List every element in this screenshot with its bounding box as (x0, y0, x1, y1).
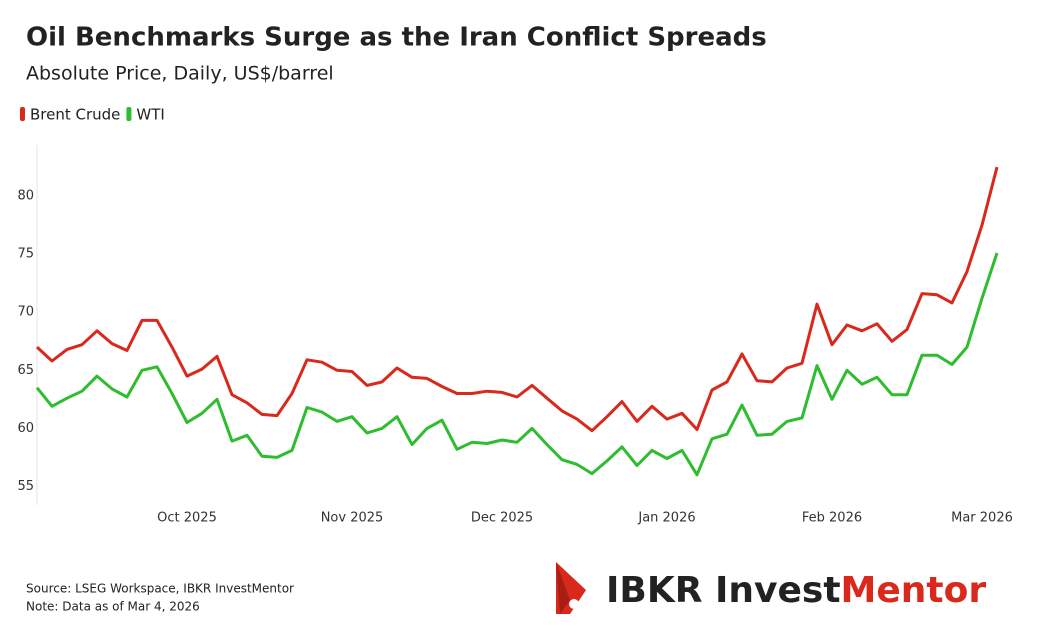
logo-icon-dot (569, 599, 579, 609)
x-tick-label: Mar 2026 (951, 511, 1013, 526)
y-tick-label: 75 (17, 247, 34, 262)
logo-text: IBKR InvestMentor (606, 570, 986, 611)
x-tick-label: Feb 2026 (802, 511, 862, 526)
x-tick-label: Nov 2025 (321, 511, 384, 526)
y-tick-label: 80 (17, 189, 34, 204)
legend-swatch (20, 107, 25, 121)
y-tick-label: 55 (17, 479, 34, 494)
source-note: Source: LSEG Workspace, IBKR InvestMento… (26, 582, 294, 596)
logo-icon-shade (556, 562, 570, 614)
series-line (35, 252, 999, 477)
series-line (35, 166, 999, 433)
logo: IBKR InvestMentor (556, 562, 986, 614)
y-tick-label: 60 (17, 421, 34, 436)
chart-subtitle: Absolute Price, Daily, US$/barrel (26, 63, 334, 85)
logo-primary: IBKR Invest (606, 570, 841, 611)
y-tick-label: 70 (17, 305, 34, 320)
chart-title: Oil Benchmarks Surge as the Iran Conflic… (26, 23, 767, 53)
x-tick-label: Jan 2026 (637, 511, 695, 526)
y-tick-label: 65 (17, 363, 34, 378)
legend: Brent Crude WTI (20, 106, 165, 124)
x-tick-label: Dec 2025 (471, 511, 533, 526)
x-tick-label: Oct 2025 (157, 511, 217, 526)
legend-label: Brent Crude (30, 106, 120, 124)
legend-label: WTI (136, 106, 164, 124)
legend-swatch (126, 107, 132, 121)
data-note: Note: Data as of Mar 4, 2026 (26, 600, 200, 614)
logo-accent: Mentor (841, 570, 987, 611)
